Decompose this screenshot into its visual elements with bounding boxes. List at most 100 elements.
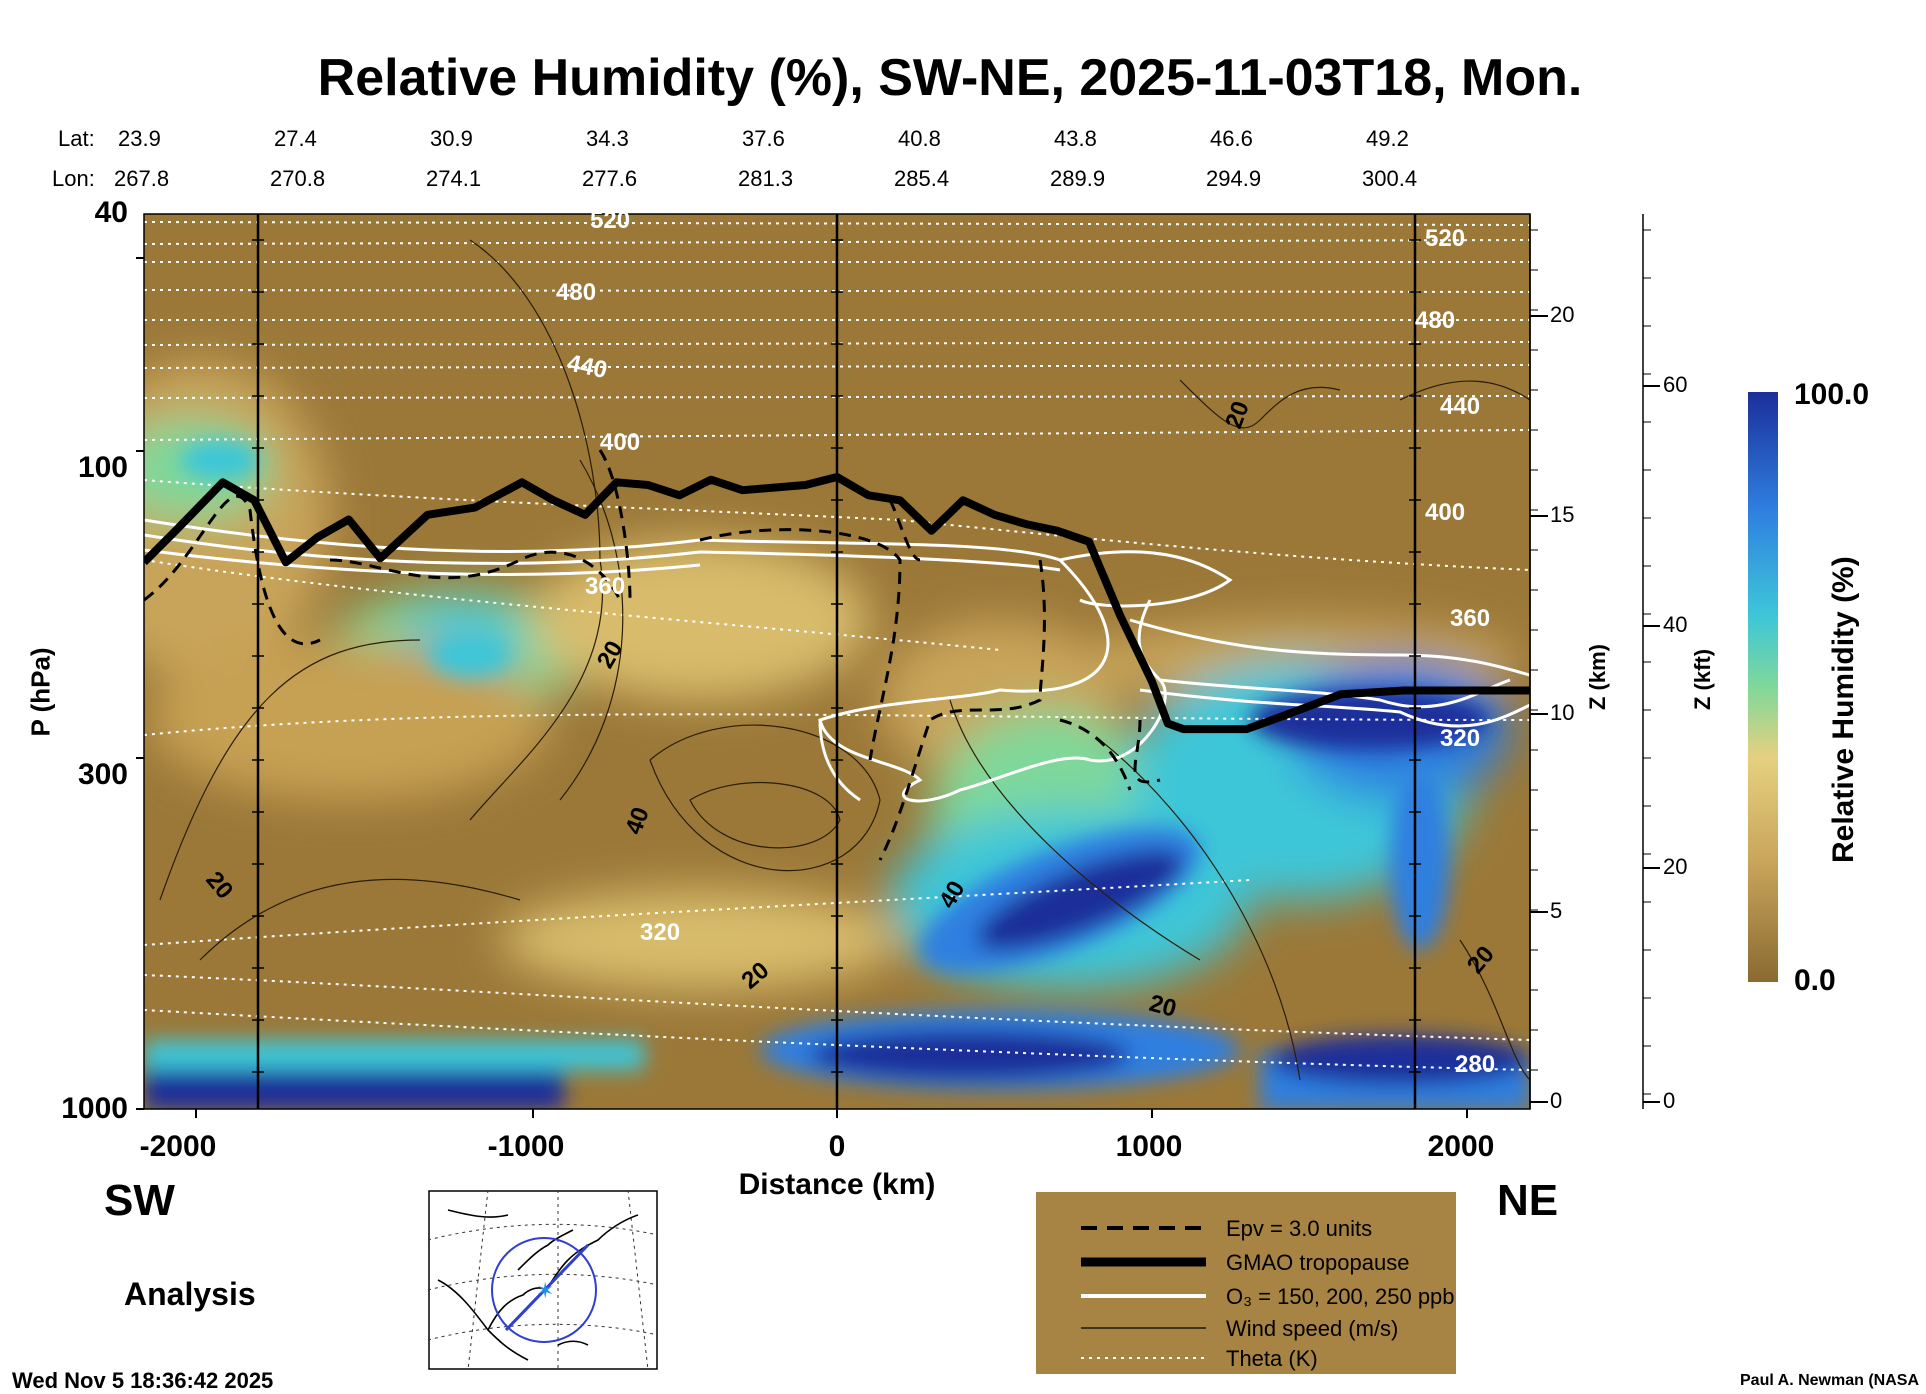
legend-label: Wind speed (m/s): [1226, 1316, 1399, 1341]
wind-line: [199, 878, 521, 961]
theta-label: 400: [600, 429, 640, 456]
lat-value: 27.4: [274, 126, 317, 151]
theta-label: 480: [556, 279, 596, 306]
direction-ne: NE: [1497, 1176, 1559, 1225]
coastline: [487, 1259, 569, 1331]
wind-line: [1399, 380, 1530, 401]
legend-item: Wind speed (m/s): [1036, 1312, 1456, 1344]
zkm-axis-label: Z (km): [1585, 644, 1610, 710]
graticule-line: [428, 1323, 658, 1341]
epv-line: [888, 499, 921, 562]
lat-value: 43.8: [1054, 126, 1097, 151]
theta-label: 320: [640, 919, 680, 946]
x-tick-label: -1000: [487, 1130, 565, 1163]
wind-line: [1099, 739, 1301, 1081]
epv-contours: [144, 449, 1161, 861]
legend-item: Theta (K): [1036, 1342, 1456, 1374]
lon-label: Lon:: [52, 166, 95, 191]
legend-item: Epv = 3.0 units: [1036, 1212, 1456, 1244]
ozone-line: [1139, 688, 1530, 728]
legend: Epv = 3.0 units GMAO tropopause O₃ = 150…: [1036, 1192, 1456, 1374]
lon-value: 277.6: [582, 166, 638, 191]
wind-line: [1179, 379, 1341, 429]
zkft-axis-label: Z (kft): [1690, 648, 1715, 710]
epv-line: [329, 550, 622, 601]
zkft-tick: 0: [1663, 1088, 1676, 1113]
theta-label: 440: [1440, 393, 1480, 420]
coastline: [567, 1214, 639, 1261]
map-coastlines: [437, 1209, 639, 1361]
y-tick-label: 1000: [61, 1092, 128, 1125]
direction-sw: SW: [104, 1176, 175, 1225]
lat-value: 49.2: [1366, 126, 1409, 151]
zkft-tick: 40: [1663, 612, 1688, 637]
lat-value: 40.8: [898, 126, 941, 151]
timestamp: Wed Nov 5 18:36:42 2025: [12, 1368, 274, 1393]
map-graticule: [428, 1190, 658, 1370]
colorbar-min: 0.0: [1794, 964, 1836, 997]
zkm-tick: 20: [1550, 302, 1575, 327]
theta-label: 280: [1455, 1051, 1495, 1078]
ozone-contours: [144, 518, 1530, 803]
axis-ticks: [136, 229, 1660, 1118]
wind-line: [949, 699, 1201, 961]
lat-value: 34.3: [586, 126, 629, 151]
lat-value: 23.9: [118, 126, 161, 151]
tropopause-line: [144, 473, 1530, 734]
theta-line: [144, 879, 1251, 946]
x-axis-label: Distance (km): [738, 1168, 936, 1201]
theta-label: 360: [585, 573, 625, 600]
legend-label: O₃ = 150, 200, 250 ppb: [1226, 1284, 1455, 1309]
zkm-tick: 5: [1550, 898, 1563, 923]
theta-label: 520: [1425, 225, 1465, 252]
zkm-tick: 10: [1550, 700, 1575, 725]
ozone-line: [144, 533, 1061, 572]
theta-label: 480: [1415, 307, 1455, 334]
epv-line: [1133, 719, 1161, 784]
y-tick-label: 300: [77, 758, 128, 791]
lat-value: 37.6: [742, 126, 785, 151]
graticule-line: [428, 1273, 658, 1291]
theta-label: 320: [1440, 725, 1480, 752]
legend-swatch-tropopause: [1081, 1257, 1206, 1267]
coastline: [557, 1340, 589, 1346]
theta-label: 400: [1425, 499, 1465, 526]
wind-line: [649, 724, 881, 872]
y-tick-label: 40: [94, 196, 128, 229]
ozone-line: [1129, 618, 1530, 677]
legend-swatch-epv: [1081, 1226, 1206, 1230]
graticule-line: [627, 1190, 649, 1370]
lon-value: 270.8: [270, 166, 326, 191]
lat-value: 30.9: [430, 126, 473, 151]
lon-value: 285.4: [894, 166, 950, 191]
coastline: [517, 1229, 574, 1271]
map-transect-line: [504, 1243, 590, 1332]
y-axis-label: P (hPa): [25, 647, 56, 737]
theta-line: [144, 974, 1530, 1041]
legend-item: O₃ = 150, 200, 250 ppb: [1036, 1280, 1456, 1312]
legend-label: Theta (K): [1226, 1346, 1318, 1371]
legend-swatch-ozone: [1081, 1294, 1206, 1298]
graticule-line: [428, 1223, 658, 1241]
lon-value: 281.3: [738, 166, 794, 191]
theta-label: 520: [590, 207, 630, 234]
zkft-tick: 60: [1663, 372, 1688, 397]
zkm-tick: 15: [1550, 502, 1575, 527]
x-tick-label: 1000: [1115, 1130, 1183, 1163]
wind-line: [689, 782, 841, 849]
vertical-lines: [256, 214, 1417, 1109]
x-tick-label: -2000: [139, 1130, 217, 1163]
ozone-line: [144, 548, 701, 576]
colorbar-ramp: [1748, 392, 1778, 982]
legend-item: GMAO tropopause: [1036, 1246, 1456, 1278]
theta-label: 360: [1450, 605, 1490, 632]
credit: Paul A. Newman (NASA: [1740, 1372, 1919, 1389]
inset-map-frame: [428, 1190, 658, 1370]
rh-field: [144, 214, 1530, 1109]
epv-line: [878, 559, 1046, 861]
wind-line: [1459, 939, 1530, 1081]
lat-value: 46.6: [1210, 126, 1253, 151]
x-tick-label: 2000: [1427, 1130, 1495, 1163]
map-center-marker-icon: ✶: [536, 1279, 554, 1304]
